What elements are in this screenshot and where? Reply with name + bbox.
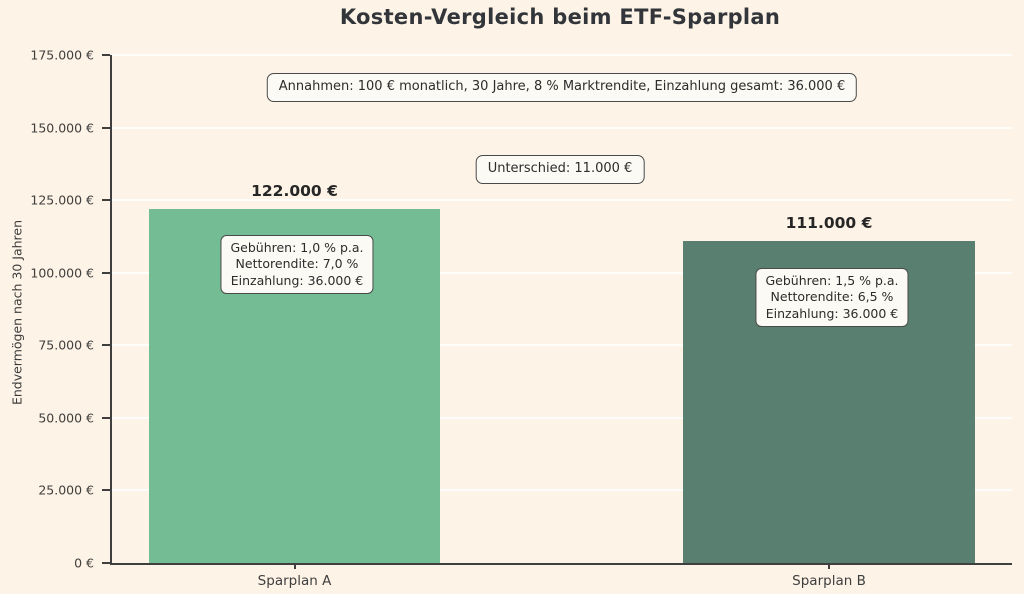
bar-a-contribution: Einzahlung: 36.000 € [230, 272, 364, 288]
bar-a-net-return: Nettorendite: 7,0 % [235, 256, 359, 272]
y-tick-mark [102, 562, 110, 564]
y-tick-mark [102, 126, 110, 129]
gridline-125.000€ [112, 199, 1012, 202]
gridline-150.000€ [112, 126, 1012, 129]
y-tick-mark [102, 54, 110, 56]
bar-b-details-box: Gebühren: 1,5 % p.a. Nettorendite: 6,5 %… [755, 268, 909, 327]
bar-a-value-label: 122.000 € [251, 181, 338, 200]
y-tick-mark [102, 344, 110, 347]
gridline-75.000€ [112, 344, 1012, 347]
bar-b-contribution: Einzahlung: 36.000 € [765, 305, 899, 321]
bar-a-details-box: Gebühren: 1,0 % p.a. Nettorendite: 7,0 %… [220, 235, 374, 294]
difference-annotation-box: Unterschied: 11.000 € [475, 155, 645, 184]
y-tick-label: 175.000 € [30, 47, 94, 63]
y-tick-mark [102, 489, 110, 492]
y-tick-mark [102, 199, 110, 202]
gridline-25.000€ [112, 489, 1012, 492]
y-axis-title: Endvermögen nach 30 Jahren [9, 219, 25, 406]
gridline-175.000€ [112, 54, 1012, 56]
y-tick-label: 25.000 € [38, 482, 94, 498]
y-tick-label: 150.000 € [30, 120, 94, 136]
y-tick-mark [102, 416, 110, 419]
bar-b-fees: Gebühren: 1,5 % p.a. [765, 273, 899, 288]
bar-a-fees: Gebühren: 1,0 % p.a. [230, 240, 364, 255]
plot-area: 122.000 € 111.000 € Sparplan A Sparplan … [30, 48, 1012, 589]
y-tick-label: 50.000 € [38, 410, 94, 426]
x-label-sparplan-b: Sparplan B [792, 573, 866, 589]
y-tick-label: 75.000 € [38, 337, 94, 353]
bar-b-net-return: Nettorendite: 6,5 % [770, 289, 894, 305]
gridline-100.000€ [112, 271, 1012, 274]
x-label-sparplan-a: Sparplan A [257, 573, 332, 589]
x-tick-sparplan-b [828, 563, 830, 569]
assumptions-annotation-box: Annahmen: 100 € monatlich, 30 Jahre, 8 %… [266, 73, 858, 102]
gridline-50.000€ [112, 416, 1012, 419]
x-tick-sparplan-a [293, 563, 296, 569]
y-tick-label: 0 € [74, 555, 94, 571]
y-tick-label: 100.000 € [30, 265, 94, 281]
y-tick-label: 125.000 € [30, 192, 94, 208]
chart-title: Kosten-Vergleich beim ETF-Sparplan [339, 5, 781, 29]
bar-b-value-label: 111.000 € [785, 213, 873, 232]
y-tick-mark [102, 271, 110, 274]
